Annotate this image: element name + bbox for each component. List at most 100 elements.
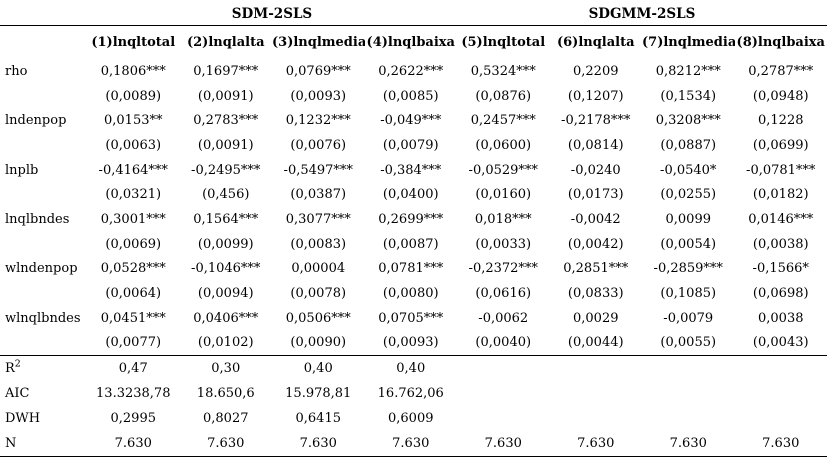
se-cell: (0,0182)	[752, 187, 809, 203]
coef-cell: 0,2787***	[748, 63, 814, 79]
coef-cell: 0,3077***	[285, 211, 351, 227]
stat-cell: 7.630	[364, 430, 457, 457]
table-row-lndenpop-se: (0,0063) (0,0091) (0,0076) (0,0079) (0,0…	[0, 133, 827, 158]
stat-row-dwh: DWH 0,2995 0,8027 0,6415 0,6009	[0, 406, 827, 431]
se-cell: (0,0093)	[382, 335, 439, 351]
column-header-8: (8)lnqlbaixa	[736, 35, 825, 50]
corner-cell	[0, 26, 87, 60]
column-header-row: (1)lnqltotal (2)lnqlalta (3)lnqlmedia (4…	[0, 26, 827, 60]
table-row-rho: rho 0,1806*** 0,1697*** 0,0769*** 0,2622…	[0, 59, 827, 84]
coef-cell: 0,2699***	[378, 211, 444, 227]
column-header-3: (3)lnqlmedia	[272, 35, 365, 50]
stat-cell	[642, 406, 735, 431]
row-label-empty	[0, 232, 87, 257]
coef-cell: 0,0099	[665, 211, 712, 227]
coef-cell: 0,2851***	[563, 261, 629, 277]
se-cell: (0,0063)	[105, 137, 162, 153]
coef-cell: 0,1228	[758, 113, 804, 129]
coef-cell: 0,1697***	[193, 63, 259, 79]
group-header-row: SDM-2SLS SDGMM-2SLS	[0, 2, 827, 26]
stat-cell: 0,40	[364, 354, 457, 381]
se-cell: (0,0876)	[475, 88, 532, 104]
coef-cell: 0,2622***	[378, 63, 444, 79]
coef-cell: 0,5324***	[470, 63, 536, 79]
column-header-1: (1)lnqltotal	[91, 35, 176, 50]
stat-cell: 0,47	[87, 354, 180, 381]
column-header-7: (7)lnqlmedia	[642, 35, 735, 50]
se-cell: (0,0698)	[752, 286, 809, 302]
se-cell: (0,456)	[202, 187, 250, 203]
se-cell: (0,1085)	[660, 286, 717, 302]
se-cell: (0,0091)	[197, 137, 254, 153]
coef-cell: 0,0038	[758, 310, 804, 326]
se-cell: (0,0173)	[567, 187, 624, 203]
stat-cell	[734, 354, 827, 381]
se-cell: (0,0814)	[567, 137, 624, 153]
se-cell: (0,0064)	[105, 286, 162, 302]
stat-cell	[457, 354, 550, 381]
se-cell: (0,0087)	[382, 236, 439, 252]
stat-cell: 0,6415	[295, 410, 342, 426]
se-cell: (0,0600)	[475, 137, 532, 153]
stat-cell: 7.630	[272, 430, 365, 457]
coef-cell: 0,0029	[573, 310, 619, 326]
se-cell: (0,0102)	[197, 335, 254, 351]
row-label: lndenpop	[5, 113, 67, 129]
table-row-lnplb-se: (0,0321) (0,456) (0,0387) (0,0400) (0,01…	[0, 182, 827, 207]
se-cell: (0,0079)	[382, 137, 439, 153]
se-cell: (0,0255)	[660, 187, 717, 203]
se-cell: (0,0069)	[105, 236, 162, 252]
se-cell: (0,0833)	[567, 286, 624, 302]
coef-cell: -0,0062	[478, 310, 529, 326]
superscript: 2	[14, 358, 21, 370]
stat-cell: 0,2995	[110, 410, 157, 426]
coef-cell: -0,1046***	[191, 261, 261, 277]
table-row-wlnqlbndes: wlnqlbndes 0,0451*** 0,0406*** 0,0506***…	[0, 306, 827, 331]
stat-label: DWH	[5, 410, 41, 426]
column-header-6: (6)lnqlalta	[556, 35, 635, 50]
coef-cell: 0,0146***	[748, 211, 814, 227]
se-cell: (0,0090)	[290, 335, 347, 351]
stat-cell	[457, 380, 550, 405]
coef-cell: -0,0042	[570, 211, 621, 227]
coef-cell: -0,2859***	[653, 261, 723, 277]
stat-cell: 0,30	[179, 354, 272, 381]
stat-cell: 0,8027	[203, 410, 249, 426]
coef-cell: -0,0529***	[468, 162, 538, 178]
stat-cell: 15.978,81	[285, 385, 352, 401]
coef-cell: 0,0506***	[285, 310, 351, 326]
table-row-wlnqlbndes-se: (0,0077) (0,0102) (0,0090) (0,0093) (0,0…	[0, 331, 827, 356]
se-cell: (0,0887)	[660, 137, 717, 153]
row-label-empty	[0, 84, 87, 109]
se-cell: (0,0099)	[197, 236, 254, 252]
se-cell: (0,0160)	[475, 187, 532, 203]
se-cell: (0,0093)	[290, 88, 347, 104]
stat-cell: 7.630	[549, 430, 642, 457]
se-cell: (0,1534)	[660, 88, 717, 104]
row-label-empty	[0, 133, 87, 158]
row-label-empty	[0, 281, 87, 306]
stat-cell: 18.650,6	[196, 385, 255, 401]
se-cell: (0,0043)	[752, 335, 809, 351]
group-header-sdm-2sls: SDM-2SLS	[87, 2, 457, 26]
coef-cell: 0,0406***	[193, 310, 259, 326]
table-row-wlndenpop-se: (0,0064) (0,0094) (0,0078) (0,0080) (0,0…	[0, 281, 827, 306]
stat-row-r-squared: R2 0,47 0,30 0,40 0,40	[0, 354, 827, 381]
se-cell: (0,0077)	[105, 335, 162, 351]
coef-cell: 0,0781***	[378, 261, 444, 277]
se-cell: (0,0038)	[752, 236, 809, 252]
stat-cell	[549, 354, 642, 381]
se-cell: (0,1207)	[567, 88, 624, 104]
coef-cell: 0,2209	[573, 63, 619, 79]
se-cell: (0,0089)	[105, 88, 162, 104]
regression-results-table: SDM-2SLS SDGMM-2SLS (1)lnqltotal (2)lnql…	[0, 2, 827, 457]
se-cell: (0,0948)	[752, 88, 809, 104]
stat-label: N	[0, 430, 87, 457]
se-cell: (0,0042)	[567, 236, 624, 252]
table-row-lnqlbndes: lnqlbndes 0,3001*** 0,1564*** 0,3077*** …	[0, 207, 827, 232]
stat-row-n: N 7.630 7.630 7.630 7.630 7.630 7.630 7.…	[0, 430, 827, 457]
coef-cell: 0,0153**	[104, 113, 163, 129]
stat-cell	[642, 380, 735, 405]
row-label: lnqlbndes	[5, 211, 70, 227]
